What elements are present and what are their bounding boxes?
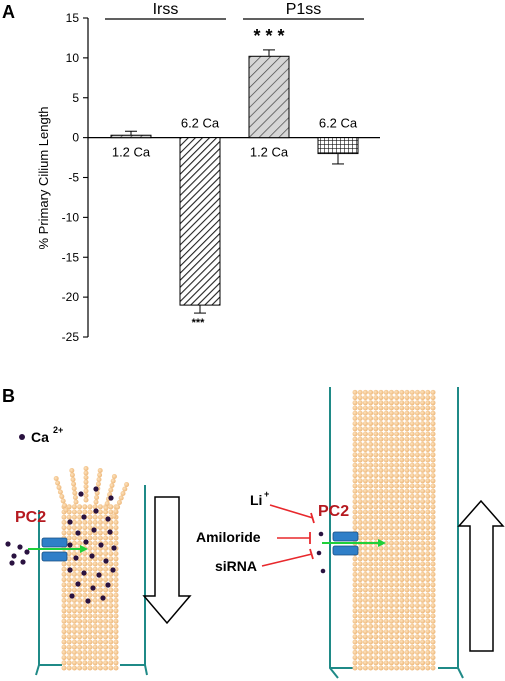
calcium-ions-left bbox=[5, 486, 117, 604]
group-label: P1ss bbox=[286, 1, 322, 18]
y-tick-label: -25 bbox=[62, 330, 80, 344]
panel-a-label: A bbox=[2, 2, 15, 22]
inhibitor-sirna: siRNA bbox=[215, 548, 314, 574]
group-labels: Irss P1ss bbox=[105, 1, 364, 20]
bar-label: 1.2 Ca bbox=[112, 145, 151, 160]
inhibitor-sirna-label: siRNA bbox=[215, 558, 257, 574]
panel-b-label: B bbox=[2, 386, 15, 406]
y-tick-label: -5 bbox=[68, 171, 79, 185]
y-tick-label: 0 bbox=[72, 131, 79, 145]
bar-label: 6.2 Ca bbox=[319, 116, 358, 131]
calcium-charge: 2+ bbox=[53, 425, 63, 435]
right-cilium bbox=[352, 389, 436, 671]
right-membrane-right bbox=[438, 387, 464, 679]
left-membrane-right bbox=[120, 485, 148, 676]
lengthening-arrow-icon bbox=[457, 499, 505, 652]
bar bbox=[179, 137, 221, 306]
right-membrane bbox=[329, 387, 353, 679]
bars: 1.2 Ca 6.2 Ca *** 1.2 Ca * * * 6.2 Ca bbox=[110, 26, 359, 329]
y-tick-label: 15 bbox=[66, 11, 80, 25]
calcium-label: Ca bbox=[31, 429, 49, 445]
y-tick-label: -20 bbox=[62, 290, 80, 304]
calcium-legend: Ca 2+ bbox=[19, 425, 63, 445]
shortening-arrow-icon bbox=[142, 496, 192, 625]
bar bbox=[317, 137, 359, 155]
bar bbox=[110, 134, 152, 139]
inhibitor-li-charge: + bbox=[264, 489, 269, 499]
left-pc2-channel bbox=[41, 537, 68, 562]
y-tick-label: 10 bbox=[66, 51, 80, 65]
left-membrane bbox=[35, 510, 62, 676]
left-pc2-label: PC2 bbox=[15, 509, 46, 526]
inhibitor-amiloride: Amiloride bbox=[196, 529, 311, 545]
y-ticks: -25 -20 -15 -10 -5 0 5 10 15 bbox=[62, 11, 88, 344]
y-tick-label: -15 bbox=[62, 250, 80, 264]
bar-label: 6.2 Ca bbox=[181, 116, 220, 131]
significance-marker: *** bbox=[192, 317, 206, 329]
left-cilium bbox=[53, 466, 130, 671]
y-axis-label: % Primary Cilium Length bbox=[36, 106, 51, 249]
inhibitor-li-label: Li bbox=[250, 492, 262, 508]
bar-label: 1.2 Ca bbox=[250, 145, 289, 160]
y-tick-label: -10 bbox=[62, 210, 80, 224]
calcium-ions-right bbox=[316, 531, 326, 574]
group-label: Irss bbox=[153, 1, 179, 18]
significance-marker: * * * bbox=[253, 26, 284, 46]
bar bbox=[248, 55, 290, 139]
y-tick-label: 5 bbox=[72, 91, 79, 105]
inhibitor-li: Li + bbox=[250, 489, 315, 524]
right-pc2-label: PC2 bbox=[318, 503, 349, 520]
mechanism-diagram: Ca 2+ PC2 PC2 Li + Amiloride bbox=[5, 387, 505, 679]
right-pc2-channel bbox=[332, 531, 359, 556]
inhibitor-amiloride-label: Amiloride bbox=[196, 529, 261, 545]
